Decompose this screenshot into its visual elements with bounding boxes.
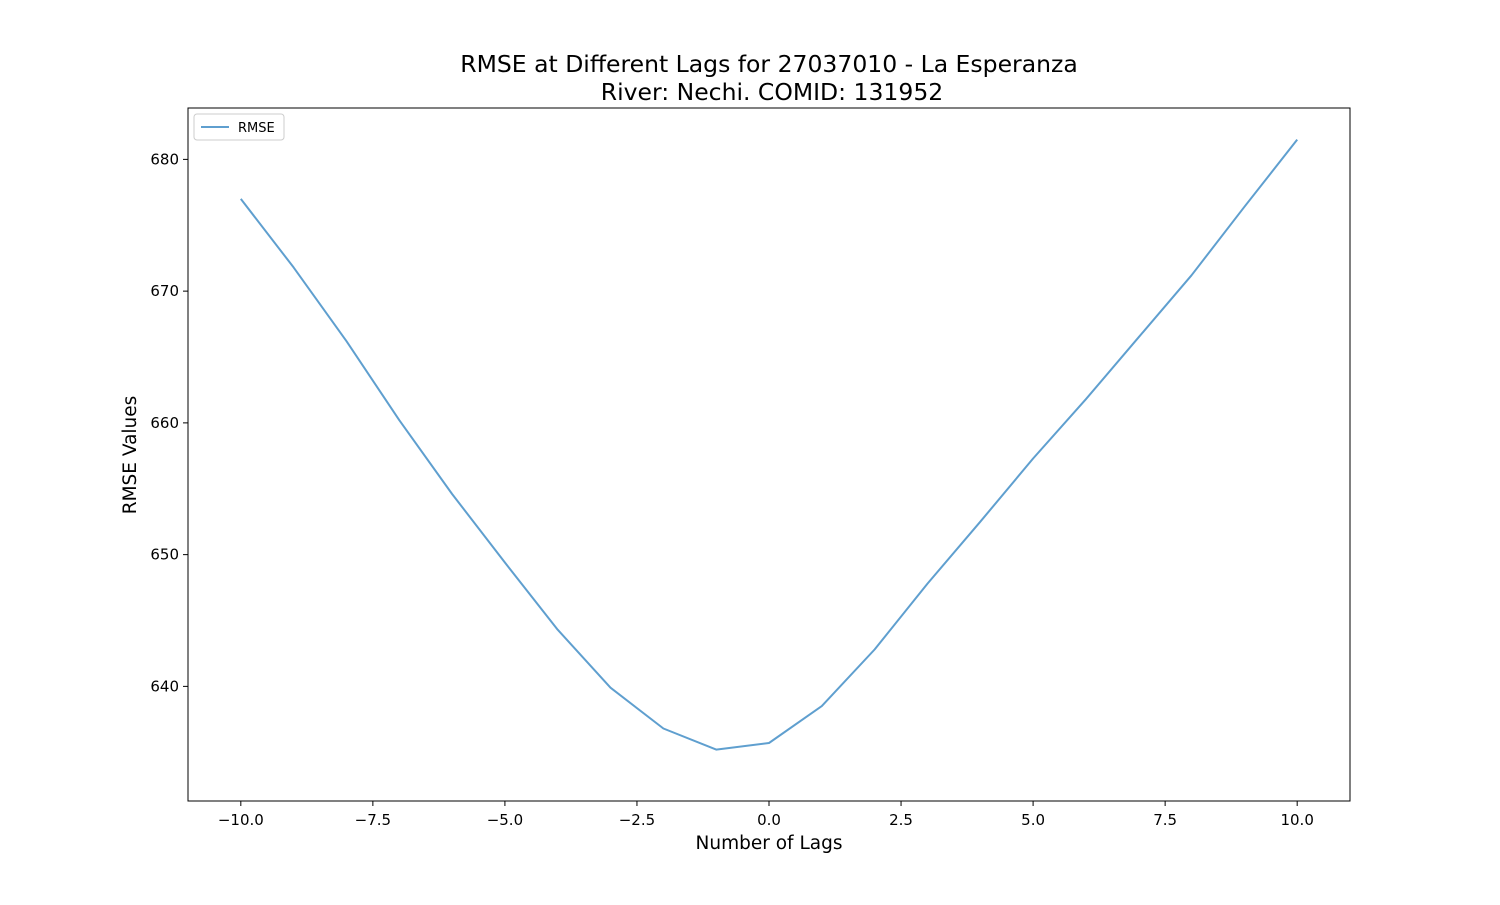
x-tick-label: 10.0 <box>1280 811 1313 829</box>
x-axis-ticks: −10.0 −7.5 −5.0 −2.5 0.0 2.5 5.0 7.5 10.0 <box>218 801 1314 829</box>
x-tick-label: 2.5 <box>889 811 913 829</box>
y-axis-ticks: 640 650 660 670 680 <box>150 150 188 695</box>
y-axis-label: RMSE Values <box>120 396 141 515</box>
plot-frame <box>187 107 1351 802</box>
chart-title-line-1: RMSE at Different Lags for 27037010 - La… <box>460 50 1077 78</box>
x-tick-label: −10.0 <box>218 811 264 829</box>
legend-box <box>193 113 285 141</box>
x-axis-label: Number of Lags <box>696 833 843 854</box>
x-tick-label: 7.5 <box>1153 811 1177 829</box>
x-tick-label: 5.0 <box>1021 811 1045 829</box>
y-tick-label: 670 <box>150 282 179 300</box>
series-line-rmse <box>240 138 1298 751</box>
y-tick-label: 660 <box>150 414 179 432</box>
plot-area <box>188 108 1350 801</box>
legend: RMSE <box>193 113 285 141</box>
legend-label-rmse: RMSE <box>238 121 275 136</box>
chart-title-line-2: River: Nechi. COMID: 131952 <box>601 78 943 106</box>
x-tick-label: −2.5 <box>619 811 655 829</box>
x-tick-label: −5.0 <box>487 811 523 829</box>
x-tick-label: 0.0 <box>757 811 781 829</box>
y-tick-label: 640 <box>150 677 179 695</box>
x-tick-label: −7.5 <box>355 811 391 829</box>
series-layer <box>240 138 1298 751</box>
y-tick-label: 680 <box>150 150 179 168</box>
y-tick-label: 650 <box>150 546 179 564</box>
